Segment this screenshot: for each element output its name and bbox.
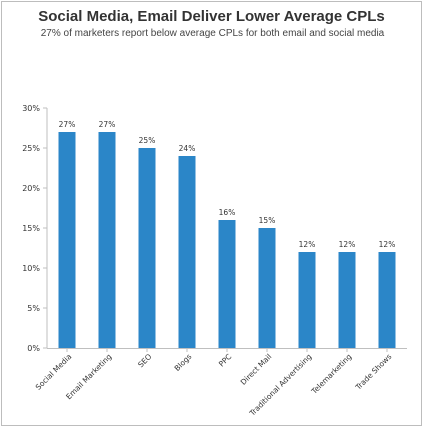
bar: [338, 252, 356, 348]
bar: [218, 220, 236, 348]
x-category-label: PPC: [217, 352, 233, 368]
bar-value-label: 12%: [339, 240, 356, 249]
bar: [298, 252, 316, 348]
data-labels: 27% 27% 25% 24% 16% 15% 12% 12% 12%: [59, 120, 396, 249]
x-category-label: Social Media: [34, 352, 74, 392]
bar: [178, 156, 196, 348]
bar-value-label: 15%: [259, 216, 276, 225]
y-tick-label: 30%: [22, 104, 40, 113]
y-tick-label: 20%: [22, 184, 40, 193]
bar: [138, 148, 156, 348]
chart-subtitle: 27% of marketers report below average CP…: [40, 28, 385, 39]
bar: [258, 228, 276, 348]
y-tick-label: 0%: [27, 344, 40, 353]
bar-value-label: 25%: [139, 136, 156, 145]
bar-value-label: 27%: [99, 120, 116, 129]
bar-value-label: 12%: [379, 240, 396, 249]
bar: [378, 252, 396, 348]
bar-value-label: 12%: [299, 240, 316, 249]
x-category-label: Direct Mail: [239, 352, 274, 387]
y-tick-label: 25%: [22, 144, 40, 153]
bar-value-label: 27%: [59, 120, 76, 129]
y-axis: 0% 5% 10% 15% 20% 25% 30%: [22, 104, 48, 353]
y-tick-label: 5%: [27, 304, 40, 313]
bar-value-label: 16%: [219, 208, 236, 217]
y-tick-label: 10%: [22, 264, 40, 273]
bar: [58, 132, 76, 348]
y-tick-label: 15%: [22, 224, 40, 233]
bars: [58, 132, 396, 348]
chart-title: Social Media, Email Deliver Lower Averag…: [38, 8, 385, 25]
bar: [98, 132, 116, 348]
x-category-label: SEO: [136, 352, 153, 369]
bar-value-label: 24%: [179, 144, 196, 153]
x-category-label: Blogs: [173, 352, 194, 373]
x-category-label: Trade Shows: [353, 352, 393, 392]
x-category-label: Telemarketing: [309, 352, 354, 397]
